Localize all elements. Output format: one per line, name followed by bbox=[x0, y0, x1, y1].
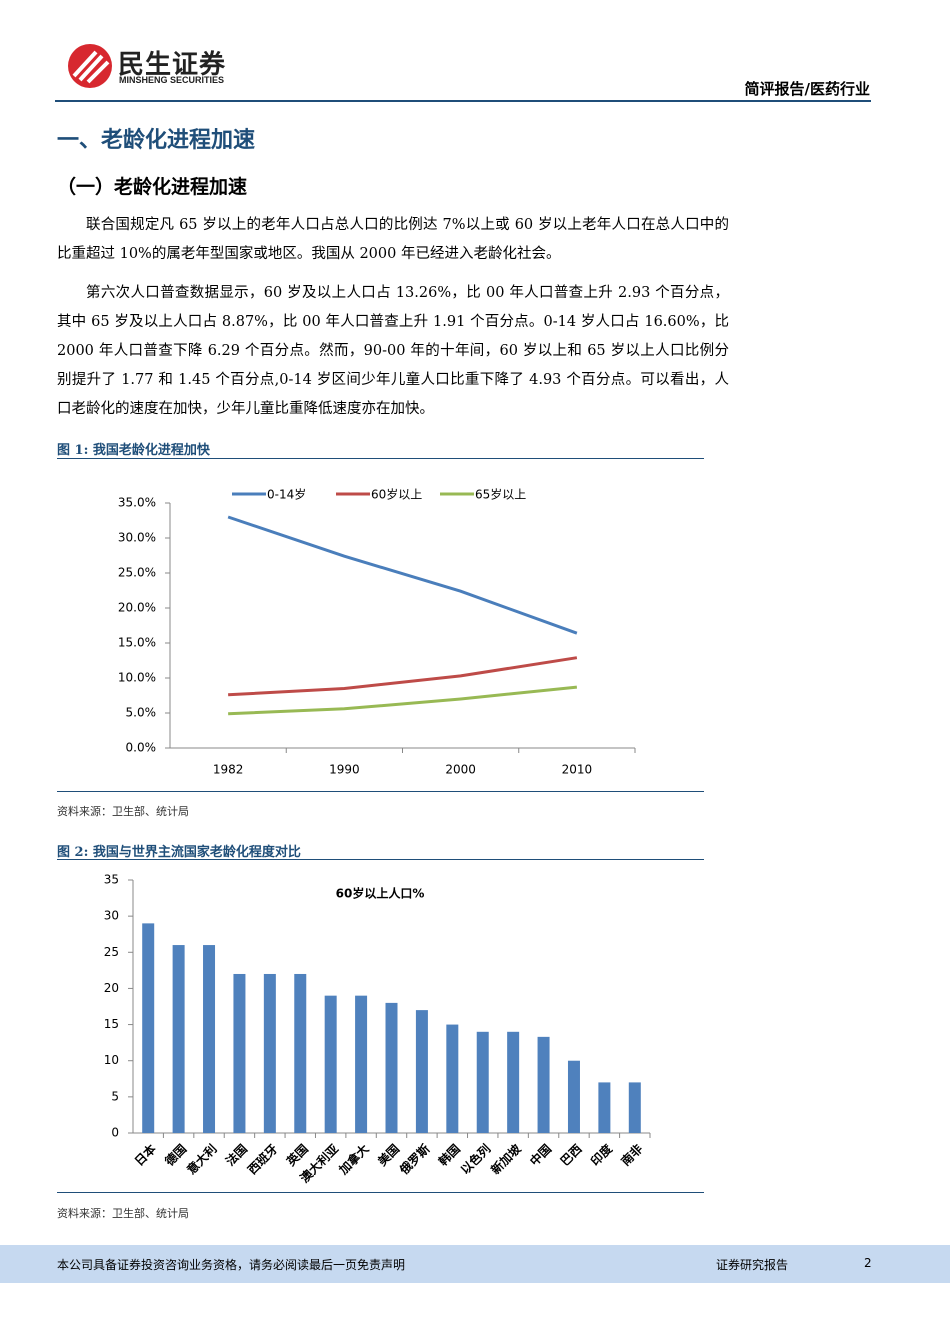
y-tick-label: 15 bbox=[104, 1017, 119, 1031]
figure-source: 资料来源：卫生部、统计局 bbox=[57, 1207, 189, 1220]
source-rule bbox=[57, 1192, 704, 1193]
section-title: 一、老龄化进程加速 bbox=[57, 127, 256, 153]
chart-title: 60岁以上人口% bbox=[336, 886, 425, 901]
bar bbox=[567, 1060, 580, 1133]
bar bbox=[355, 995, 368, 1133]
bar bbox=[628, 1082, 641, 1133]
bar bbox=[598, 1082, 611, 1133]
bar bbox=[415, 1010, 428, 1133]
bar bbox=[446, 1024, 459, 1133]
x-tick-label: 日本 bbox=[131, 1141, 159, 1169]
logo bbox=[68, 44, 112, 88]
caption-rule bbox=[57, 458, 704, 459]
header-rule bbox=[55, 100, 871, 102]
y-tick-label: 30.0% bbox=[118, 531, 156, 545]
y-tick-label: 15.0% bbox=[118, 636, 156, 650]
brand-en: MINSHENG SECURITIES bbox=[119, 75, 225, 85]
series-line bbox=[228, 656, 578, 697]
bar bbox=[203, 945, 216, 1133]
y-tick-label: 20.0% bbox=[118, 601, 156, 615]
bar bbox=[507, 1031, 520, 1133]
footer-disclaimer: 本公司具备证券投资咨询业务资格，请务必阅读最后一页免责声明 bbox=[57, 1258, 406, 1272]
bar bbox=[294, 973, 307, 1133]
x-tick-label: 南非 bbox=[618, 1141, 646, 1169]
figure-source: 资料来源：卫生部、统计局 bbox=[57, 805, 189, 818]
paragraph: 第六次人口普查数据显示，60 岁及以上人口占 13.26%，比 00 年人口普查… bbox=[57, 285, 729, 417]
series-line bbox=[227, 515, 578, 635]
y-tick-label: 10.0% bbox=[118, 671, 156, 685]
x-tick-label: 2000 bbox=[445, 763, 476, 777]
page-number: 2 bbox=[864, 1256, 872, 1270]
x-tick-label: 德国 bbox=[162, 1141, 190, 1169]
caption-rule bbox=[57, 859, 704, 860]
y-tick-label: 20 bbox=[104, 981, 119, 995]
y-tick-label: 35.0% bbox=[118, 496, 156, 510]
series-line bbox=[228, 685, 578, 716]
x-tick-label: 2010 bbox=[562, 763, 593, 777]
footer-band bbox=[0, 1245, 950, 1283]
x-tick-label: 中国 bbox=[527, 1141, 555, 1169]
legend-label: 60岁以上 bbox=[371, 487, 422, 502]
x-tick-label: 意大利 bbox=[184, 1141, 220, 1177]
y-tick-label: 5.0% bbox=[126, 706, 157, 720]
y-tick-label: 0 bbox=[111, 1126, 119, 1140]
x-tick-label: 西班牙 bbox=[244, 1141, 280, 1177]
bar bbox=[172, 945, 185, 1133]
bar bbox=[476, 1031, 489, 1133]
bar bbox=[263, 973, 276, 1133]
x-tick-label: 印度 bbox=[587, 1140, 615, 1168]
y-tick-label: 25.0% bbox=[118, 566, 156, 580]
y-tick-label: 10 bbox=[104, 1053, 119, 1067]
x-tick-label: 1990 bbox=[329, 763, 360, 777]
y-tick-label: 30 bbox=[104, 909, 119, 923]
figure-caption: 图 2: 我国与世界主流国家老龄化程度对比 bbox=[57, 845, 301, 860]
y-tick-label: 35 bbox=[104, 873, 119, 887]
figure-caption: 图 1: 我国老龄化进程加快 bbox=[57, 443, 210, 458]
legend-label: 0-14岁 bbox=[267, 487, 306, 502]
x-tick-label: 美国 bbox=[375, 1141, 403, 1169]
legend-label: 65岁以上 bbox=[475, 487, 526, 502]
report-type: 简评报告/医药行业 bbox=[744, 80, 870, 98]
bar bbox=[385, 1002, 398, 1133]
subsection-title: （一）老龄化进程加速 bbox=[57, 176, 248, 198]
x-tick-label: 俄罗斯 bbox=[396, 1141, 433, 1178]
bar bbox=[233, 973, 246, 1133]
x-tick-label: 1982 bbox=[213, 763, 244, 777]
source-rule bbox=[57, 791, 704, 792]
y-tick-label: 0.0% bbox=[126, 741, 157, 755]
charts: 0.0% 5.0% 10.0% 15.0% 20.0% 25.0% 30.0% 35.0% 19… bbox=[104, 487, 651, 1186]
x-tick-label: 以色列 bbox=[457, 1141, 493, 1177]
x-tick-label: 英国 bbox=[283, 1141, 311, 1169]
x-tick-label: 法国 bbox=[222, 1141, 250, 1169]
footer-label: 证券研究报告 bbox=[716, 1258, 789, 1272]
bar bbox=[537, 1036, 550, 1133]
brand: 民生证券 bbox=[118, 50, 227, 80]
x-tick-label: 新加坡 bbox=[488, 1140, 525, 1177]
x-tick-label: 加拿大 bbox=[335, 1141, 372, 1178]
bar bbox=[142, 923, 155, 1133]
bar bbox=[324, 995, 337, 1133]
x-tick-label: 韩国 bbox=[435, 1141, 463, 1169]
paragraph: 联合国规定凡 65 岁以上的老年人口占总人口的比例达 7%以上或 60 岁以上老… bbox=[57, 217, 729, 262]
y-tick-label: 25 bbox=[104, 945, 119, 959]
x-tick-label: 巴西 bbox=[558, 1142, 585, 1169]
y-tick-label: 5 bbox=[111, 1089, 119, 1103]
